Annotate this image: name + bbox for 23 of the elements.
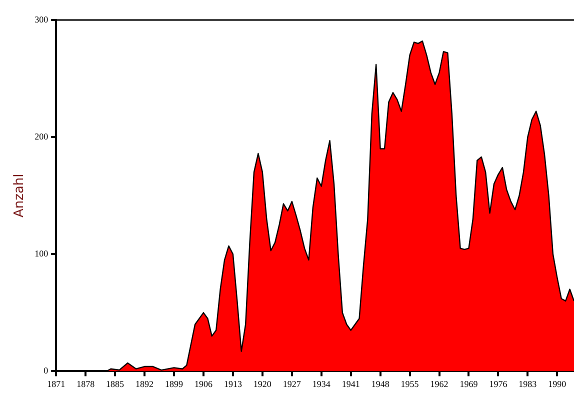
y-tick-label: 300 bbox=[34, 14, 49, 24]
x-tick-label: 1962 bbox=[430, 378, 448, 389]
x-tick-label: 1892 bbox=[136, 378, 154, 389]
x-tick-label: 1899 bbox=[164, 378, 184, 389]
x-tick-label: 1927 bbox=[282, 378, 302, 389]
y-axis-title: Anzahl bbox=[12, 174, 28, 218]
x-tick-label: 1913 bbox=[224, 378, 242, 389]
x-tick-label: 1871 bbox=[47, 378, 66, 389]
x-tick-label: 1948 bbox=[371, 378, 390, 389]
x-tick-label: 1906 bbox=[194, 378, 213, 389]
x-tick-label: 1976 bbox=[489, 378, 508, 389]
x-tick-label: 1934 bbox=[312, 378, 331, 389]
x-tick-label: 1990 bbox=[548, 378, 567, 389]
x-tick-label: 1885 bbox=[106, 378, 125, 389]
x-tick-label: 1955 bbox=[400, 378, 420, 389]
y-tick-label: 0 bbox=[44, 366, 49, 376]
y-tick-label: 200 bbox=[34, 131, 49, 142]
x-tick-label: 1941 bbox=[342, 378, 360, 389]
x-tick-label: 1969 bbox=[460, 378, 478, 389]
x-tick-label: 1920 bbox=[253, 378, 272, 389]
x-tick-label: 1878 bbox=[76, 378, 96, 389]
y-tick-label: 100 bbox=[34, 248, 49, 258]
x-tick-label: 1983 bbox=[518, 378, 538, 389]
